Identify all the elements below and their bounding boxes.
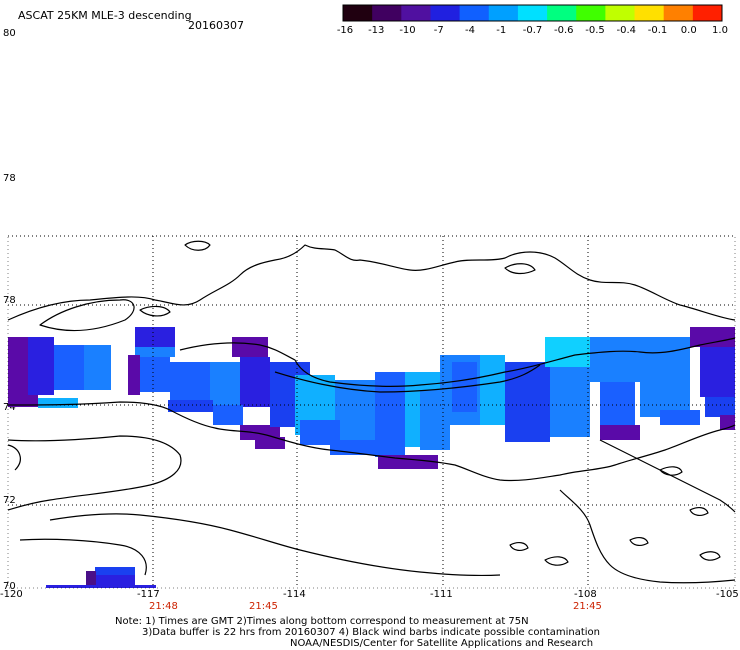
- color-scale-swatch: [605, 5, 636, 21]
- color-scale-swatch: [692, 5, 723, 21]
- wind-swath: [8, 327, 735, 588]
- swath-cell: [640, 337, 690, 417]
- color-scale-swatch: [634, 5, 665, 21]
- swath-cell: [128, 355, 140, 395]
- color-scale-border: [342, 4, 723, 22]
- product-title: ASCAT 25KM MLE-3 descending: [18, 9, 192, 22]
- swath-cell: [135, 347, 175, 357]
- time-label-2: 21:45: [249, 601, 278, 612]
- swath-cell: [378, 455, 438, 469]
- lat-label-72: 72: [3, 495, 16, 506]
- color-scale-swatch: [517, 5, 548, 21]
- lon-label-111: -111: [430, 589, 453, 600]
- swath-cell: [335, 380, 375, 450]
- color-scale-swatch: [401, 5, 431, 21]
- color-scale-tick-label: -0.6: [553, 25, 574, 36]
- color-scale-swatch: [547, 5, 577, 21]
- swath-cell: [240, 357, 270, 407]
- swath-cell: [700, 347, 735, 397]
- swath-cell: [8, 395, 38, 407]
- swath-cell: [86, 571, 96, 587]
- note-line-3: NOAA/NESDIS/Center for Satellite Applica…: [290, 638, 594, 649]
- lon-label-105: -105: [716, 589, 739, 600]
- color-scale-tick-label: 0.0: [680, 25, 697, 36]
- swath-cell: [28, 337, 54, 395]
- swath-cell: [8, 337, 28, 395]
- swath-cell: [46, 585, 156, 588]
- swath-cell: [480, 355, 505, 425]
- swath-cell: [505, 362, 550, 442]
- swath-cell: [95, 575, 135, 587]
- lon-label-114: -114: [283, 589, 306, 600]
- color-scale-swatch: [430, 5, 461, 21]
- swath-cell: [550, 367, 590, 437]
- lat-label-80: 80: [3, 28, 16, 39]
- product-date: 20160307: [188, 19, 244, 32]
- time-label-1: 21:48: [149, 601, 178, 612]
- time-label-3: 21:45: [573, 601, 602, 612]
- swath-cell: [660, 410, 700, 425]
- swath-cell: [420, 390, 450, 450]
- color-scale-tick-label: -0.7: [522, 25, 543, 36]
- swath-cell: [213, 405, 243, 425]
- swath-cell: [375, 372, 405, 457]
- lat-label-78: 78: [3, 295, 16, 306]
- swath-cell: [38, 398, 78, 408]
- color-scale-tick-label: -13: [368, 25, 385, 36]
- color-scale-swatch: [663, 5, 694, 21]
- color-scale-tick-label: -1: [496, 25, 507, 36]
- swath-cell: [140, 357, 170, 392]
- color-scale-swatch: [343, 5, 373, 21]
- swath-cell: [545, 337, 595, 367]
- grid-lines: [8, 235, 735, 588]
- color-scale-tick-label: -0.4: [616, 25, 637, 36]
- coastlines: [7, 240, 736, 584]
- color-scale-tick-label: -7: [433, 25, 444, 36]
- lat-label-70: 70: [3, 581, 16, 592]
- swath-cell: [84, 345, 111, 390]
- swath-cell: [705, 397, 735, 417]
- color-scale-swatch: [459, 5, 490, 21]
- color-scale-tick-label: -0.1: [647, 25, 668, 36]
- note-line-2: 3)Data buffer is 22 hrs from 20160307 4)…: [142, 627, 600, 638]
- lon-label-120: -120: [0, 589, 23, 600]
- color-scale-swatch: [488, 5, 519, 21]
- color-scale-bar: [342, 4, 723, 22]
- swath-cell: [590, 337, 640, 382]
- swath-cell: [170, 362, 210, 402]
- swath-cell: [600, 425, 640, 440]
- color-scale-swatch: [372, 5, 402, 21]
- note-line-1: Note: 1) Times are GMT 2)Times along bot…: [115, 616, 529, 627]
- lon-label-108: -108: [574, 589, 597, 600]
- color-scale-swatch: [576, 5, 606, 21]
- lon-label-117: -117: [137, 589, 160, 600]
- color-scale-tick-label: 1.0: [712, 25, 728, 36]
- swath-cell: [210, 362, 240, 407]
- swath-cell: [255, 437, 285, 449]
- color-scale-tick-label: -10: [399, 25, 416, 36]
- lat-label-74: 74: [3, 402, 16, 413]
- swath-cell: [135, 327, 175, 347]
- swath-cell: [232, 337, 268, 357]
- color-scale-tick-label: -0.5: [585, 25, 605, 36]
- swath-cell: [690, 327, 735, 347]
- lat-label-78-top: 78: [3, 173, 16, 184]
- color-scale-tick-label: -4: [465, 25, 475, 36]
- color-scale-tick-label: -16: [336, 25, 354, 36]
- swath-cell: [54, 345, 84, 390]
- swath-cell: [168, 400, 213, 412]
